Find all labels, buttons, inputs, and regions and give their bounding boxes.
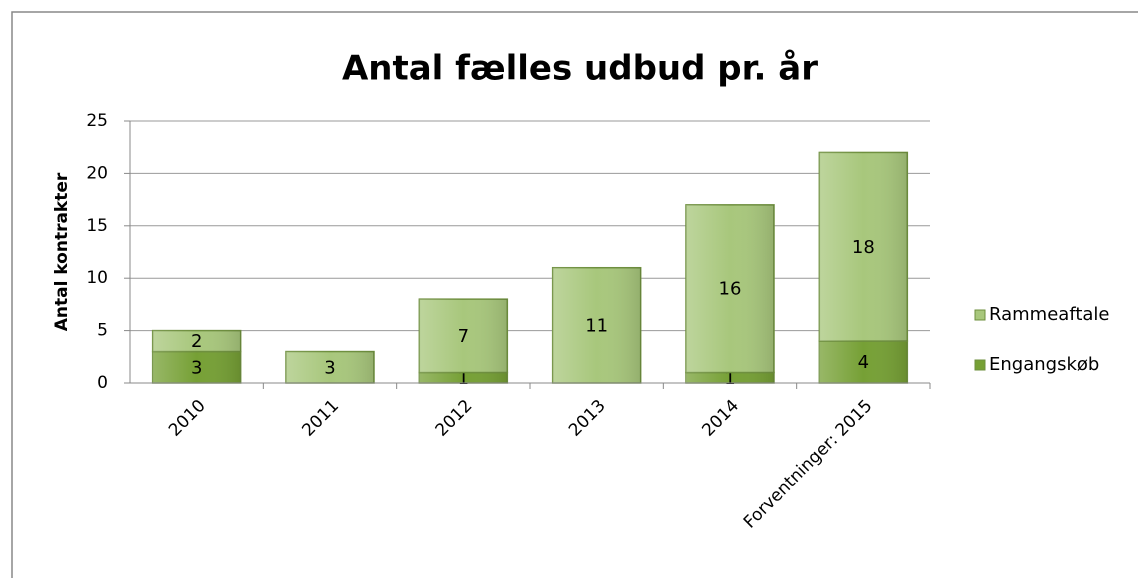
legend-swatch — [974, 309, 986, 321]
data-label: 4 — [858, 352, 869, 373]
y-tick-label: 0 — [97, 373, 108, 393]
y-tick-label: 10 — [86, 268, 108, 288]
data-label: 1 — [458, 368, 469, 389]
data-label: 11 — [585, 315, 608, 336]
bar-shade — [152, 330, 241, 352]
x-tick-label: 2014 — [698, 396, 743, 441]
bar-shade — [686, 204, 774, 373]
chart-title: Antal fælles udbud pr. år — [342, 49, 818, 89]
bar-shade — [152, 351, 241, 383]
data-label: 16 — [719, 279, 742, 300]
bar-shade — [419, 372, 508, 383]
data-label: 18 — [852, 237, 875, 258]
x-tick-label: 2011 — [298, 396, 343, 441]
x-tick-label: 2012 — [432, 396, 477, 441]
y-tick-label: 25 — [86, 111, 108, 131]
bar-shade — [552, 267, 641, 383]
y-axis-label: Antal kontrakter — [52, 172, 72, 331]
data-label: 3 — [191, 357, 202, 378]
legend-label: Rammeaftale — [989, 304, 1110, 325]
x-tick-label: 2013 — [565, 396, 610, 441]
bar-shade — [686, 372, 774, 383]
y-tick-label: 20 — [86, 163, 108, 183]
x-tick-label: Forventninger: 2015 — [740, 396, 877, 533]
bar-shade — [419, 299, 508, 373]
data-label: 1 — [724, 368, 735, 389]
legend-swatch — [974, 359, 986, 371]
data-label: 7 — [458, 326, 469, 347]
data-label: 3 — [324, 357, 335, 378]
legend-label: Engangskøb — [989, 354, 1099, 375]
y-tick-label: 5 — [97, 321, 108, 341]
data-label: 2 — [191, 331, 202, 352]
bar-shade — [286, 351, 374, 383]
bar-shade — [819, 341, 908, 383]
y-tick-label: 15 — [86, 216, 108, 236]
bar-shade — [819, 152, 908, 342]
x-tick-label: 2010 — [165, 396, 210, 441]
chart-frame — [11, 11, 1138, 578]
